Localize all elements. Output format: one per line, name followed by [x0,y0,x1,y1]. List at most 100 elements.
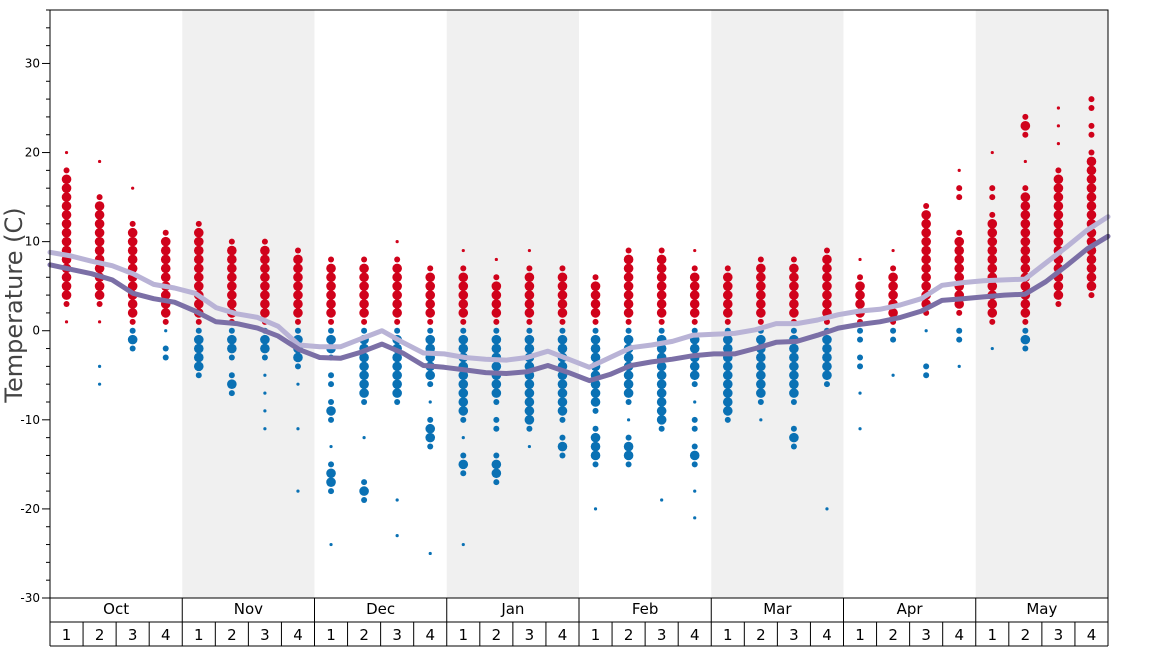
warm-dot [989,194,996,201]
warm-dot [1020,281,1031,291]
cold-dot [296,427,300,431]
warm-dot [97,320,102,324]
cold-dot [227,334,237,345]
warm-dot [557,272,568,283]
warm-dot [1022,113,1029,120]
cold-dot [361,479,368,486]
cold-dot [759,418,763,422]
month-label-jan: Jan [500,600,524,618]
warm-dot [1088,105,1095,111]
warm-dot [326,281,336,291]
warm-dot [823,247,830,254]
warm-dot [656,254,667,265]
cold-dot [656,361,667,372]
cold-dot [790,399,797,405]
warm-dot [1088,96,1095,103]
cold-dot [129,345,136,352]
cold-dot [491,388,502,398]
warm-dot [956,194,963,201]
warm-dot [193,263,204,274]
y-tick-label: 0 [32,324,40,338]
warm-dot [427,265,434,272]
cold-dot [923,363,930,370]
warm-dot [1086,201,1097,211]
warm-dot [425,290,436,300]
warm-dot [625,318,632,325]
cold-dot [458,379,469,389]
cold-dot [691,381,698,388]
cold-dot [590,334,601,345]
trend-line-dark [47,233,1111,384]
warm-dot [193,272,204,283]
cold-dot [293,352,303,363]
warm-dot [427,318,434,325]
cold-dot [890,336,897,343]
cold-dot [524,397,535,407]
warm-dot [658,247,665,254]
cold-dot [722,343,733,354]
cold-dot [361,399,368,405]
cold-dot [857,354,864,361]
cold-dot [460,470,467,477]
cold-dot [195,327,202,334]
warm-dot [590,281,601,291]
warm-dot [61,183,72,193]
week-label: 4 [1087,626,1097,644]
cold-dot [493,399,500,405]
cold-dot [790,327,797,334]
warm-dot [1020,263,1031,274]
month-shading-bands [182,10,1108,598]
cold-dot [590,343,601,354]
warm-dot [1023,159,1027,164]
warm-dot [94,281,105,291]
warm-dot [888,290,898,300]
warm-dot [888,281,898,291]
cold-dot [97,364,102,368]
cold-dot [592,425,599,432]
warm-dot [227,254,237,265]
y-axis-label: Temperature (C) [0,207,28,403]
warm-dot [160,263,171,274]
warm-dot [359,299,369,309]
cold-dot [394,399,401,405]
warm-dot [1020,245,1031,256]
warm-dot [789,290,799,300]
cold-dot [857,363,864,370]
warm-dot [590,299,601,309]
warm-dot [1086,174,1097,185]
warm-dot [590,308,601,318]
warm-dot [559,265,566,272]
cold-dot [557,406,568,416]
warm-dot [195,318,202,325]
warm-dot [956,229,963,236]
warm-dot [359,272,369,283]
warm-dot [954,254,965,265]
cold-dot [691,461,698,468]
warm-dot [722,299,733,309]
warm-dot [987,254,998,265]
cold-dot [559,416,566,423]
warm-dot [227,281,237,291]
warm-dot [987,281,998,291]
cold-dot [590,432,601,443]
cold-dot [722,406,733,416]
week-label: 2 [227,626,237,644]
cold-dot [193,352,204,363]
cold-dot [656,406,667,416]
week-label: 2 [1021,626,1031,644]
cold-dot [458,370,469,381]
warm-dot [392,272,402,283]
warm-dot [921,281,931,291]
cold-dot [658,425,665,432]
cold-dot [1022,327,1029,334]
cold-dot [195,372,202,379]
warm-dot [855,290,865,300]
week-label: 1 [723,626,733,644]
cold-dot [625,461,632,468]
warm-dot [326,290,336,300]
cold-dot [626,418,631,422]
warm-dot [623,254,634,265]
warm-dot [94,227,105,238]
warm-dot [1020,254,1031,265]
